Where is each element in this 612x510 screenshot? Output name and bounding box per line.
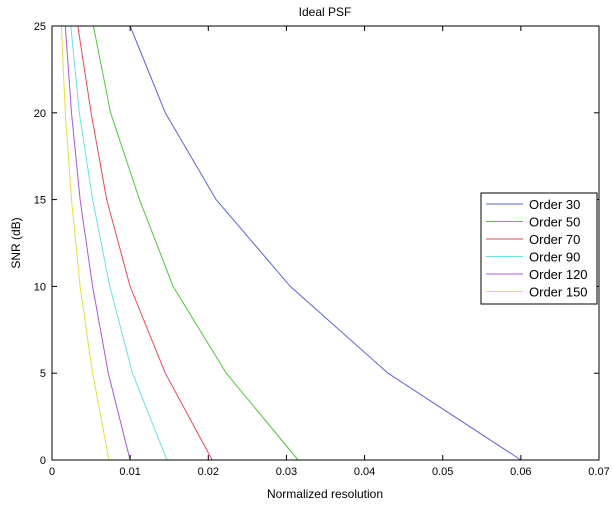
x-tick-label: 0.05 (432, 466, 453, 478)
y-axis-label: SNR (dB) (9, 217, 23, 268)
x-tick-label: 0.01 (119, 466, 140, 478)
series-line-order-70 (77, 25, 213, 461)
y-tick-label: 15 (34, 195, 46, 207)
x-tick-label: 0.06 (510, 466, 531, 478)
legend-label: Order 70 (529, 232, 580, 247)
legend: Order 30 Order 50 Order 70 Order 90 Order 12… (480, 192, 598, 305)
legend-label: Order 90 (529, 250, 580, 265)
series-layer (60, 25, 522, 461)
x-tick-label: 0.03 (276, 466, 297, 478)
series-line-order-50 (92, 25, 299, 461)
legend-box (480, 192, 598, 305)
x-axis-label: Normalized resolution (267, 487, 383, 501)
tick-layer: 0 0.01 0.02 0.03 0.04 0.05 0.06 0.07 0 5 10 15 20 25 (34, 21, 610, 478)
x-tick-label: 0.07 (588, 466, 609, 478)
x-tick-label: 0.02 (198, 466, 219, 478)
series-line-order-150 (60, 25, 110, 461)
series-line-order-30 (129, 25, 522, 461)
x-tick-label: 0.04 (354, 466, 375, 478)
x-tick-label: 0 (49, 466, 55, 478)
series-line-order-120 (64, 25, 131, 461)
legend-label: Order 30 (529, 197, 580, 212)
y-tick-label: 20 (34, 108, 46, 120)
legend-label: Order 150 (529, 285, 588, 300)
y-tick-label: 25 (34, 21, 46, 33)
y-tick-label: 0 (40, 455, 46, 467)
y-tick-label: 5 (40, 368, 46, 380)
chart-title: Ideal PSF (299, 5, 352, 19)
plot-frame (51, 25, 600, 461)
legend-label: Order 50 (529, 215, 580, 230)
legend-label: Order 120 (529, 267, 588, 282)
series-line-order-90 (70, 25, 168, 461)
y-tick-label: 10 (34, 281, 46, 293)
